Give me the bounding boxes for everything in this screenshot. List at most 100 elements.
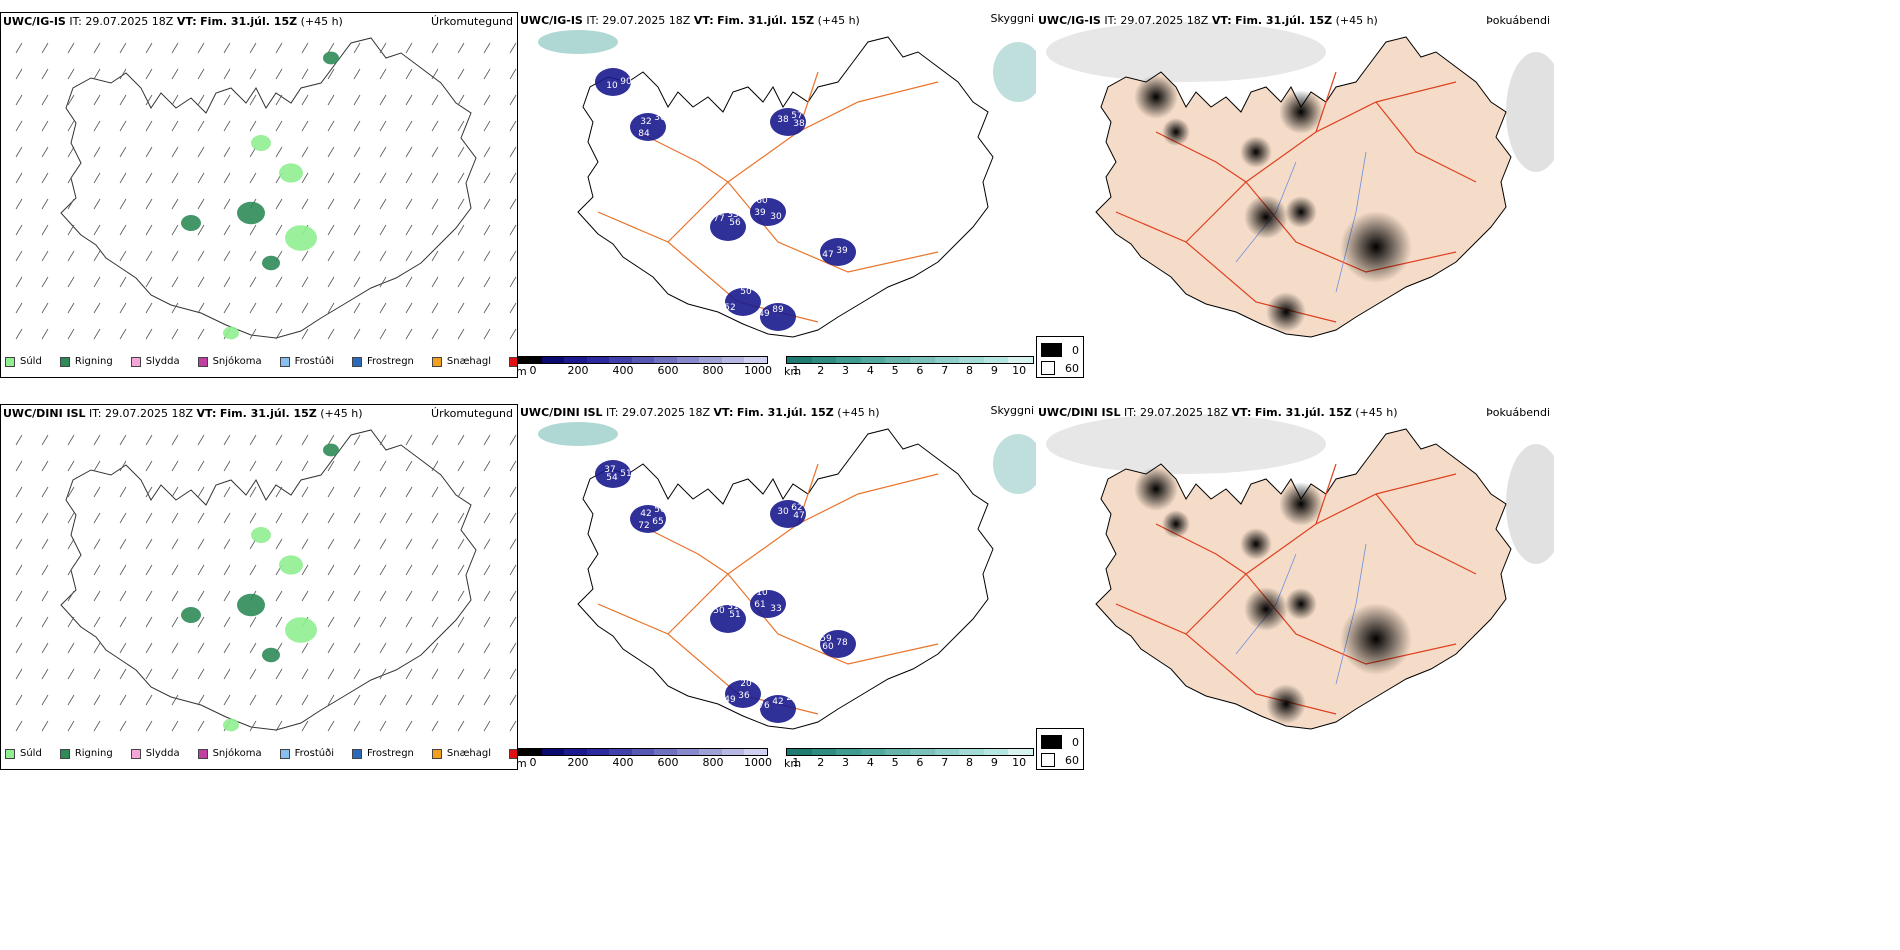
wind-barb	[119, 486, 127, 498]
wind-barb	[327, 302, 335, 314]
wind-barb	[145, 302, 153, 314]
precip-area	[262, 255, 280, 271]
legend-swatch	[197, 356, 208, 367]
colorbar-tick-label: 6	[916, 756, 924, 769]
wind-barb	[67, 564, 75, 576]
wind-barb	[67, 120, 75, 132]
wind-barb	[145, 564, 153, 576]
wind-barb	[249, 302, 257, 314]
precip-type-map	[15, 37, 517, 340]
wind-barb	[431, 564, 439, 576]
wind-barb	[457, 302, 465, 314]
wind-barb	[197, 146, 205, 158]
wind-barb	[457, 694, 465, 706]
wind-barb	[379, 616, 387, 628]
legend-label: Frostregn	[367, 356, 414, 367]
legend-item: Súld	[5, 356, 42, 367]
wind-barb	[197, 302, 205, 314]
wind-barb	[145, 720, 153, 732]
wind-barb	[15, 434, 23, 446]
wind-barb	[67, 198, 75, 210]
wind-barb	[509, 460, 517, 472]
wind-barb	[301, 146, 309, 158]
wind-barb	[483, 616, 491, 628]
wind-barb	[15, 198, 23, 210]
visibility-value-label: 77	[713, 214, 724, 224]
wind-barb	[93, 250, 101, 262]
legend-swatch	[509, 356, 517, 367]
wind-barb	[15, 486, 23, 498]
wind-barb	[483, 68, 491, 80]
wind-barb	[457, 590, 465, 602]
wind-barb	[41, 668, 49, 680]
wind-barb	[457, 68, 465, 80]
wind-barb	[41, 276, 49, 288]
wind-barb	[249, 68, 257, 80]
wind-barb	[15, 668, 23, 680]
fog-legend: 0 60	[1036, 336, 1084, 378]
wind-barb	[93, 276, 101, 288]
legend-swatch	[279, 356, 290, 367]
precip-area	[181, 607, 201, 623]
colorbar-segment	[541, 749, 565, 755]
fog-haze	[1506, 52, 1554, 172]
wind-barb	[275, 120, 283, 132]
legend-swatch	[431, 748, 442, 759]
fog-legend-swatch	[1041, 361, 1055, 375]
wind-barb	[275, 460, 283, 472]
wind-barb	[15, 146, 23, 158]
colorbar-segment	[885, 749, 910, 755]
wind-barb	[41, 198, 49, 210]
wind-barb	[379, 512, 387, 524]
wind-barb	[327, 328, 335, 340]
low-visibility-area	[770, 108, 806, 136]
wind-barb	[379, 538, 387, 550]
colorbar-tick-label: 0	[529, 364, 537, 377]
wind-barb	[119, 198, 127, 210]
wind-barb	[431, 146, 439, 158]
colorbar-segment	[609, 357, 632, 363]
wind-barb	[509, 146, 517, 158]
wind-barb	[431, 642, 439, 654]
legend-label: Rigning	[74, 356, 113, 367]
colorbar-tick-label: 3	[842, 756, 850, 769]
fog-legend-item: 60	[1041, 359, 1079, 377]
wind-barb	[41, 538, 49, 550]
colorbar-tick-label: 5	[891, 756, 899, 769]
wind-barb	[197, 328, 205, 340]
wind-barb	[353, 250, 361, 262]
legend-item: Snjókoma	[197, 356, 262, 367]
wind-barb	[405, 172, 413, 184]
wind-barb	[171, 538, 179, 550]
wind-barb	[353, 720, 361, 732]
panel-type: Þokuábendi	[1486, 14, 1550, 27]
legend-label: Frostúði	[294, 748, 334, 759]
wind-barb	[93, 42, 101, 54]
wind-barb	[119, 642, 127, 654]
visibility-value-label: 30	[654, 113, 666, 123]
wind-barb	[483, 590, 491, 602]
panel-type: Skyggni	[990, 12, 1034, 25]
colorbar-segment	[744, 357, 768, 363]
wind-barb	[301, 460, 309, 472]
colorbar-segment	[541, 357, 565, 363]
low-visibility-area	[725, 288, 761, 316]
wind-barb	[405, 590, 413, 602]
wind-barb	[15, 302, 23, 314]
fog-legend-swatch	[1041, 735, 1062, 749]
wind-barb	[457, 276, 465, 288]
wind-barb	[405, 720, 413, 732]
wind-barb	[483, 172, 491, 184]
wind-barb	[145, 146, 153, 158]
wind-barb	[145, 250, 153, 262]
wind-barb	[145, 42, 153, 54]
precip-panel-row1: UWC/IG-IS IT: 29.07.2025 18Z VT: Fim. 31…	[0, 12, 518, 378]
wind-barb	[93, 434, 101, 446]
fog-area	[1162, 118, 1190, 146]
wind-barb	[223, 68, 231, 80]
wind-barb	[15, 642, 23, 654]
colorbar-segment	[586, 357, 610, 363]
wind-barb	[379, 590, 387, 602]
wind-barb	[15, 538, 23, 550]
wind-barb	[509, 120, 517, 132]
